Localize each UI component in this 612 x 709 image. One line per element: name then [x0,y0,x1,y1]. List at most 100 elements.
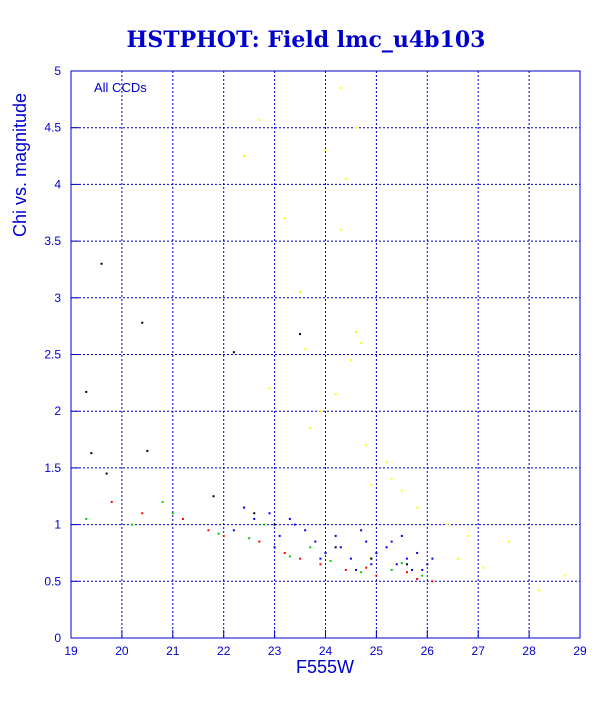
chart-title: HSTPHOT: Field lmc_u4b103 [127,27,486,53]
x-tick-label: 19 [64,644,78,658]
data-point [390,568,393,571]
data-point [85,517,88,520]
data-point [339,87,342,90]
data-point [421,574,424,577]
data-point [370,563,373,566]
x-tick-label: 27 [472,644,486,658]
annotation-all-ccds: All CCDs [94,80,147,95]
grid-lines [71,71,580,638]
data-point [222,534,225,537]
data-point [243,506,246,509]
data-point [416,578,419,581]
data-point [416,551,419,554]
data-point [365,566,368,569]
data-point [563,574,566,577]
data-point [268,387,271,390]
data-point [370,483,373,486]
data-point [105,472,108,475]
y-tick-label: 0 [54,631,61,645]
data-point [263,523,266,526]
data-point [416,506,419,509]
data-point [304,347,307,350]
data-point [319,563,322,566]
y-axis-label: Chi vs. magnitude [10,93,30,237]
data-point [141,321,144,324]
data-point [482,566,485,569]
data-point [390,478,393,481]
y-tick-label: 2 [54,404,61,418]
data-point [161,500,164,503]
data-point [90,452,93,455]
data-point [207,529,210,532]
data-point [319,410,322,413]
data-point [365,444,368,447]
data-point [405,563,408,566]
x-tick-label: 29 [573,644,587,658]
data-point [360,529,363,532]
data-point [283,217,286,220]
data-point [248,537,251,540]
data-point [446,523,449,526]
x-tick-label: 28 [522,644,536,658]
data-point [258,118,261,121]
data-point [334,534,337,537]
data-point [141,512,144,515]
data-point [339,228,342,231]
x-axis-label: F555W [296,657,354,677]
data-point [344,568,347,571]
data-point [507,540,510,543]
data-point [405,557,408,560]
data-point [232,351,235,354]
x-tick-label: 24 [319,644,333,658]
data-point [217,532,220,535]
data-point [100,262,103,265]
data-point [334,546,337,549]
data-point [360,342,363,345]
y-tick-label: 1 [54,518,61,532]
data-point [375,574,378,577]
data-point [309,427,312,430]
data-point [355,568,358,571]
data-point [283,551,286,554]
data-point [293,523,296,526]
data-point [375,551,378,554]
data-point [146,449,149,452]
data-point [131,523,134,526]
y-tick-label: 1.5 [44,461,61,475]
y-tick-label: 0.5 [44,574,61,588]
data-point [421,568,424,571]
data-point [344,177,347,180]
data-point [258,540,261,543]
y-tick-label: 5 [54,64,61,78]
data-point [253,517,256,520]
x-tick-label: 25 [370,644,384,658]
data-point [360,571,363,574]
data-point [400,534,403,537]
data-point [365,540,368,543]
x-tick-labels: 19 20 21 22 23 24 25 26 27 28 29 [64,630,587,658]
data-point [370,557,373,560]
data-point [395,563,398,566]
data-point [334,393,337,396]
data-point [385,461,388,464]
data-point [355,330,358,333]
data-point [339,546,342,549]
data-point [85,390,88,393]
data-point [349,359,352,362]
data-point [232,529,235,532]
y-tick-label: 3 [54,291,61,305]
data-point [273,523,276,526]
data-point [400,489,403,492]
data-point [299,557,302,560]
data-point [431,580,434,583]
data-point [243,155,246,158]
x-tick-label: 22 [217,644,231,658]
data-point [385,546,388,549]
x-tick-label: 20 [115,644,129,658]
x-tick-label: 23 [268,644,282,658]
data-point [324,149,327,152]
data-point [304,529,307,532]
data-point [309,546,312,549]
x-tick-label: 26 [421,644,435,658]
